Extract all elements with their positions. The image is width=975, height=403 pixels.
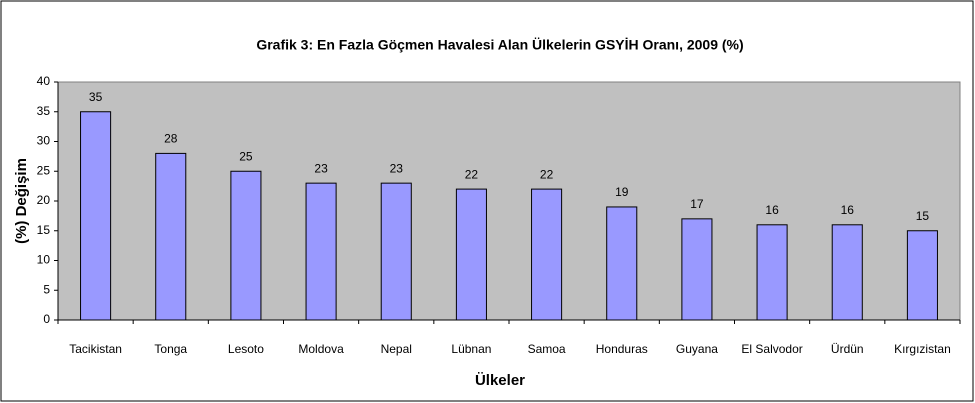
data-label: 22 [540,167,554,181]
bar [455,188,487,321]
bar [606,206,638,321]
y-tick-label: 25 [37,163,51,177]
bar [230,170,262,321]
x-tick-label: Samoa [528,342,566,356]
data-label: 28 [164,132,178,146]
bar [756,224,788,321]
plot-area [57,81,961,321]
y-axis-title: (%) Değişim [13,158,30,244]
x-tick-label: Guyana [676,342,718,356]
x-axis-title: Ülkeler [475,372,525,389]
x-tick-label: Tonga [154,342,187,356]
data-label: 23 [314,161,328,175]
bar [906,230,938,321]
y-tick-label: 40 [37,74,51,88]
data-label: 15 [916,209,930,223]
data-label: 35 [89,90,103,104]
data-label: 16 [841,203,855,217]
y-tick-label: 30 [37,134,51,148]
bar [681,218,713,321]
data-label: 22 [465,167,479,181]
x-tick-label: El Salvodor [741,342,802,356]
x-tick-label: Tacikistan [69,342,122,356]
y-tick-label: 20 [37,193,51,207]
x-tick-label: Honduras [596,342,648,356]
x-tick-label: Lübnan [451,342,491,356]
bar [380,182,412,321]
x-tick-label: Ürdün [831,342,864,356]
data-label: 19 [615,185,629,199]
data-label: 16 [765,203,779,217]
data-label: 17 [690,197,704,211]
bar [305,182,337,321]
x-tick-label: Moldova [298,342,344,356]
bar [80,111,112,321]
chart-title: Grafik 3: En Fazla Göçmen Havalesi Alan … [256,37,743,53]
y-tick-label: 5 [43,282,50,296]
y-tick-label: 0 [43,312,50,326]
x-tick-label: Nepal [381,342,412,356]
y-tick-label: 15 [37,223,51,237]
y-tick-label: 35 [37,104,51,118]
x-tick-label: Lesoto [228,342,264,356]
bar [831,224,863,321]
bar [155,152,187,321]
x-tick-label: Kırgızistan [894,342,951,356]
data-label: 23 [390,161,404,175]
bar [531,188,563,321]
y-tick-label: 10 [37,253,51,267]
data-label: 25 [239,149,253,163]
